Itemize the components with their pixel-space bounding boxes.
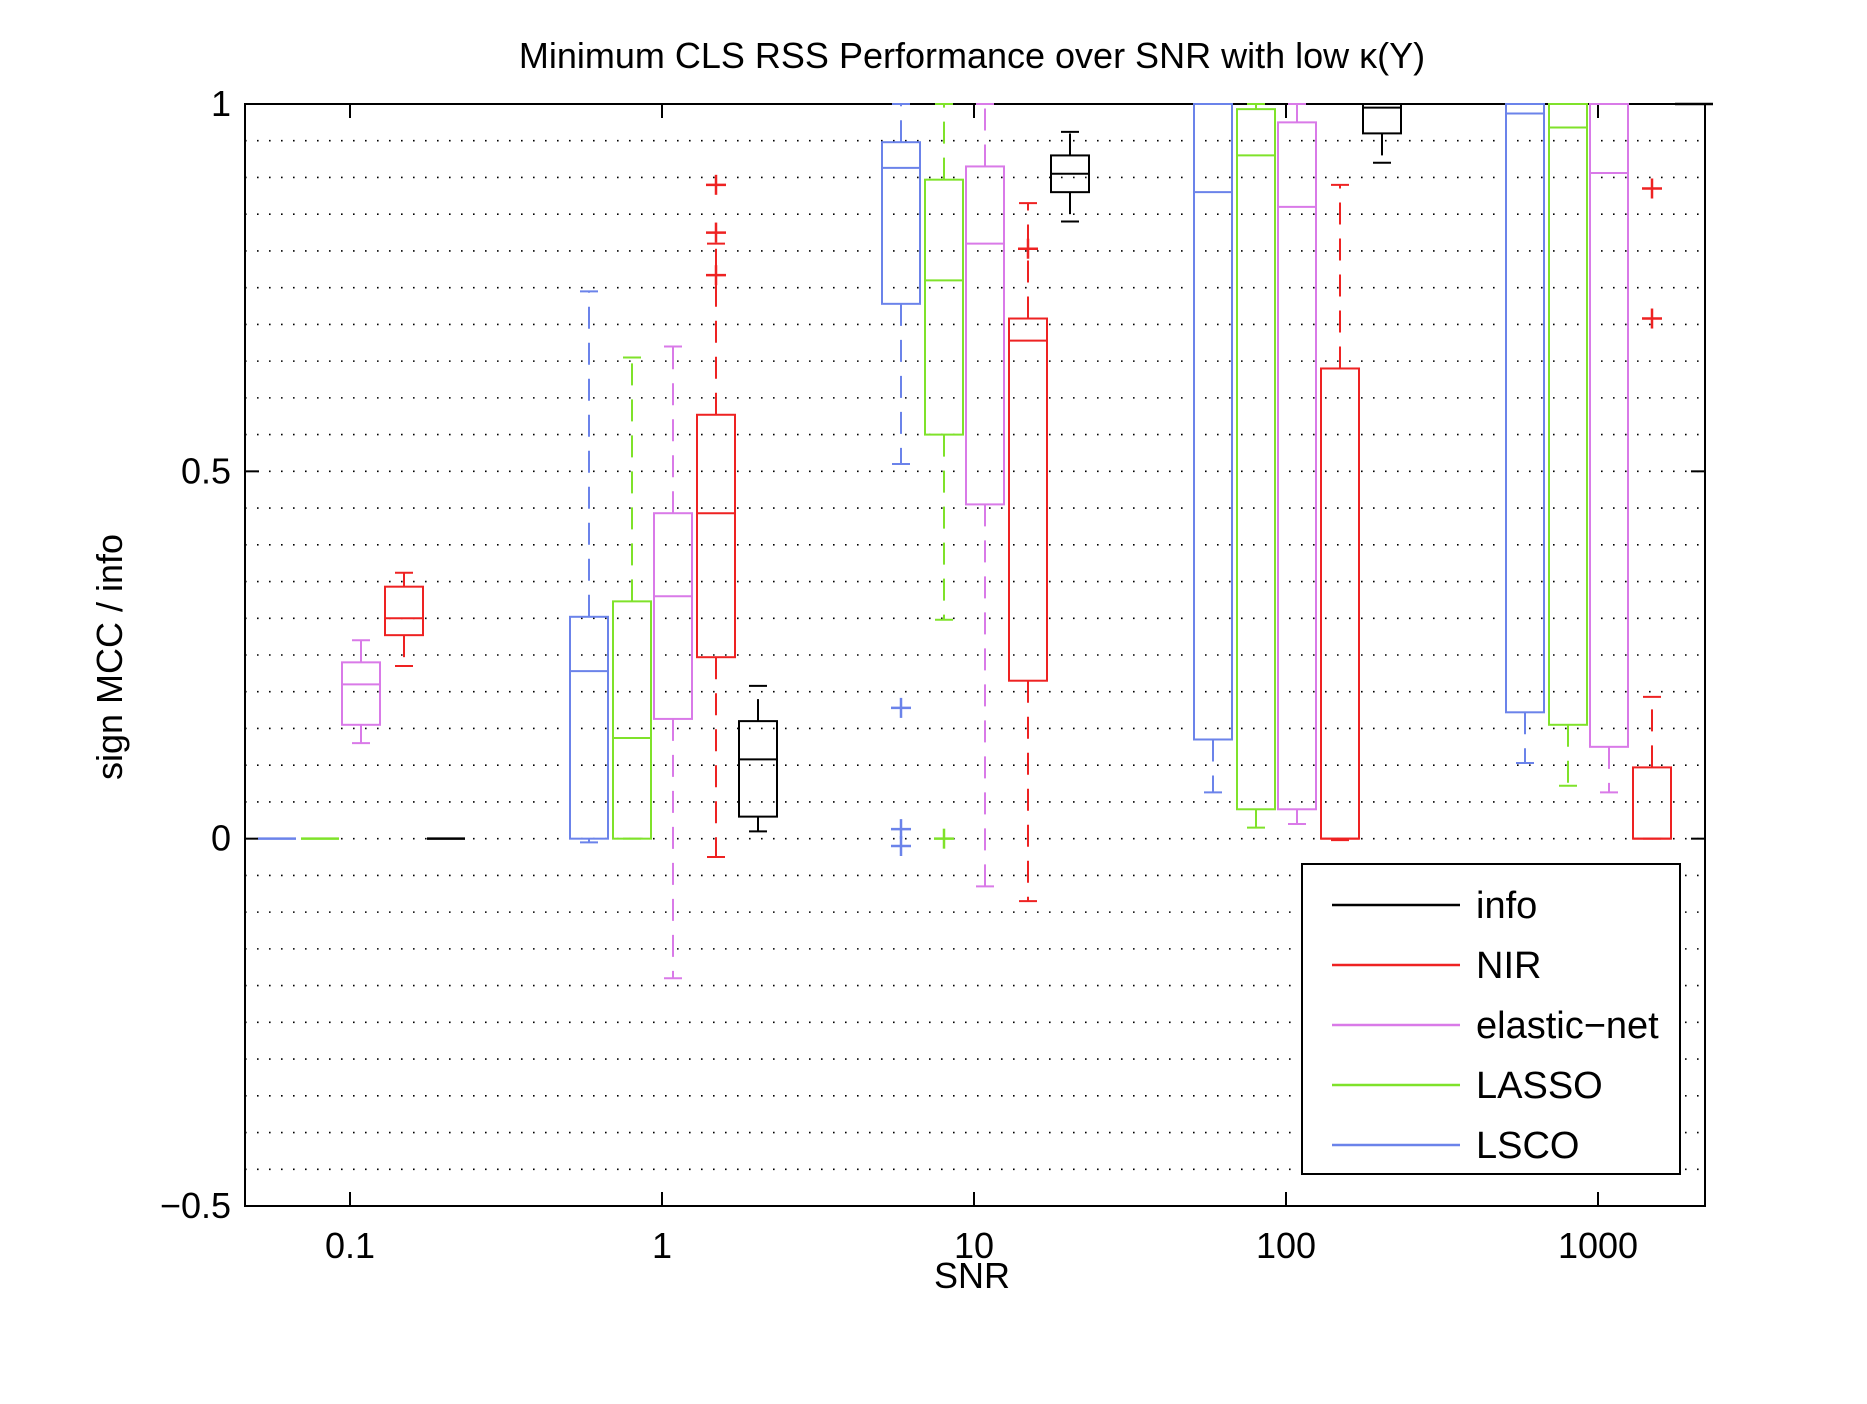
box-series	[258, 102, 1713, 980]
series-lsco	[258, 103, 1545, 857]
box-body	[1193, 103, 1233, 741]
x-axis-label: SNR	[934, 1255, 1010, 1296]
x-tick-label: 1000	[1558, 1225, 1638, 1266]
series-lasso	[301, 103, 1588, 849]
box-body	[612, 600, 652, 840]
series-nir	[384, 174, 1672, 903]
box-body	[569, 615, 609, 840]
legend-label: elastic−net	[1476, 1005, 1659, 1047]
box-body	[1362, 103, 1402, 135]
legend-label: LASSO	[1476, 1065, 1603, 1107]
legend-box	[1301, 863, 1681, 1175]
y-tick-label: 0	[211, 818, 231, 859]
axis-ticks: −0.5 0 0.5 1 0.1 1 10 100 1000	[160, 83, 1705, 1266]
box-body	[341, 661, 381, 726]
y-tick-label: −0.5	[160, 1185, 231, 1226]
y-tick-label: 0.5	[181, 450, 231, 491]
box-body	[1548, 103, 1588, 726]
chart-title: Minimum CLS RSS Performance over SNR wit…	[519, 35, 1425, 76]
box-body	[696, 413, 736, 659]
box-body	[1277, 121, 1317, 811]
legend: info NIR elastic−net LASSO LSCO	[1301, 863, 1681, 1175]
y-tick-label: 1	[211, 83, 231, 124]
x-tick-label: 100	[1256, 1225, 1316, 1266]
box-body	[924, 178, 964, 436]
legend-label: NIR	[1476, 945, 1541, 987]
x-tick-label: 0.1	[325, 1225, 375, 1266]
legend-label: info	[1476, 885, 1537, 927]
box-body	[653, 512, 693, 720]
x-tick-label: 10	[954, 1225, 994, 1266]
box-body	[881, 141, 921, 305]
series-info	[427, 102, 1713, 840]
box-body	[384, 585, 424, 637]
legend-label: LSCO	[1476, 1125, 1579, 1167]
box-body	[1505, 103, 1545, 714]
box-body	[965, 165, 1005, 506]
y-axis-label: sign MCC / info	[89, 534, 130, 780]
box-body	[1589, 103, 1629, 748]
box-body	[1236, 108, 1276, 811]
box-body	[1320, 367, 1360, 840]
box-body	[1632, 766, 1672, 840]
box-body	[1008, 317, 1048, 682]
box-body	[738, 720, 778, 818]
x-tick-label: 1	[652, 1225, 672, 1266]
series-elastic-net	[341, 103, 1629, 980]
